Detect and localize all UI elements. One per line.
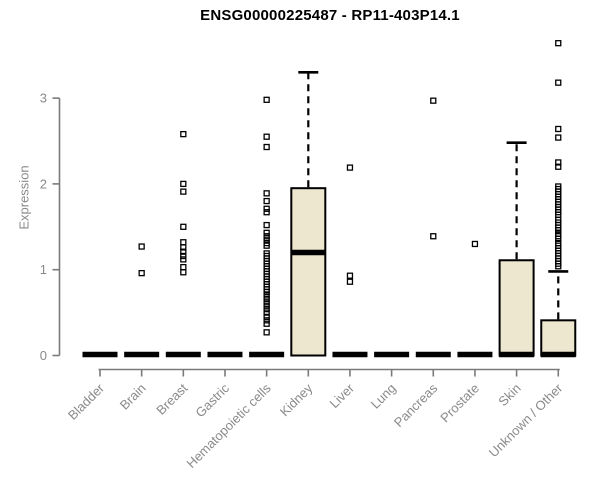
outlier-unknown-other <box>555 235 562 242</box>
x-tick-label-gastric: Gastric <box>192 380 232 420</box>
outlier-breast <box>180 239 187 246</box>
x-tick-label-unknown-other: Unknown / Other <box>486 380 566 460</box>
outlier-breast <box>180 263 187 271</box>
outlier-hematopoietic-cells <box>263 233 270 240</box>
outlier-unknown-other <box>555 125 562 133</box>
x-tick-label-breast: Breast <box>153 380 190 417</box>
outlier-breast <box>180 248 187 255</box>
outlier-hematopoietic-cells <box>263 299 270 306</box>
outlier-hematopoietic-cells <box>263 229 270 236</box>
x-tick-label-bladder: Bladder <box>65 380 108 423</box>
outlier-hematopoietic-cells <box>263 292 270 299</box>
outlier-hematopoietic-cells <box>263 302 270 309</box>
outlier-breast <box>180 180 187 188</box>
outlier-breast <box>180 252 187 260</box>
outlier-breast <box>180 244 187 251</box>
y-tick-label: 3 <box>40 91 47 106</box>
outlier-hematopoietic-cells <box>263 236 270 243</box>
outlier-unknown-other <box>555 79 562 86</box>
outlier-unknown-other <box>555 134 562 141</box>
outlier-hematopoietic-cells <box>263 295 270 303</box>
outlier-hematopoietic-cells <box>263 320 270 327</box>
outlier-breast <box>180 188 187 195</box>
x-tick-label-kidney: Kidney <box>277 380 316 419</box>
outlier-pancreas <box>430 233 437 240</box>
x-tick-label-prostate: Prostate <box>437 381 482 426</box>
box-skin <box>498 259 535 357</box>
outlier-hematopoietic-cells <box>263 317 270 324</box>
outlier-liver <box>346 164 354 171</box>
outlier-hematopoietic-cells <box>263 205 270 212</box>
outlier-hematopoietic-cells <box>263 313 270 321</box>
chart-title: ENSG00000225487 - RP11-403P14.1 <box>200 7 460 24</box>
x-tick-label-liver: Liver <box>327 380 358 411</box>
x-tick-label-skin: Skin <box>495 381 523 409</box>
outlier-hematopoietic-cells <box>263 309 270 316</box>
x-tick-label-pancreas: Pancreas <box>391 380 441 430</box>
outlier-liver <box>346 278 354 285</box>
box-kidney <box>290 187 327 357</box>
outlier-hematopoietic-cells <box>263 96 270 103</box>
outlier-hematopoietic-cells <box>263 221 270 229</box>
outlier-prostate <box>471 240 479 248</box>
outlier-liver <box>346 272 354 279</box>
y-tick-label: 0 <box>40 348 47 363</box>
outlier-hematopoietic-cells <box>263 288 270 296</box>
outlier-breast <box>180 256 187 263</box>
outlier-breast <box>180 223 187 230</box>
box-unknown-other <box>540 319 577 357</box>
outlier-hematopoietic-cells <box>263 209 270 216</box>
outlier-breast <box>180 269 187 276</box>
outlier-unknown-other <box>555 40 562 47</box>
outlier-unknown-other <box>555 263 562 270</box>
outlier-hematopoietic-cells <box>263 197 270 205</box>
outlier-unknown-other <box>555 227 562 234</box>
outlier-brain <box>138 269 145 277</box>
outlier-breast <box>180 130 187 138</box>
y-tick-label: 2 <box>40 176 47 191</box>
outlier-unknown-other <box>555 163 562 170</box>
outlier-hematopoietic-cells <box>263 143 270 151</box>
x-tick-label-lung: Lung <box>368 381 399 412</box>
outlier-hematopoietic-cells <box>263 306 270 313</box>
x-tick-label-brain: Brain <box>117 381 149 413</box>
outlier-pancreas <box>430 97 437 104</box>
y-tick-label: 1 <box>40 262 47 277</box>
outlier-unknown-other <box>555 159 562 166</box>
outlier-hematopoietic-cells <box>263 133 270 140</box>
outlier-brain <box>138 243 145 250</box>
outlier-hematopoietic-cells <box>263 242 270 249</box>
outlier-hematopoietic-cells <box>263 329 270 336</box>
outlier-hematopoietic-cells <box>263 190 270 197</box>
